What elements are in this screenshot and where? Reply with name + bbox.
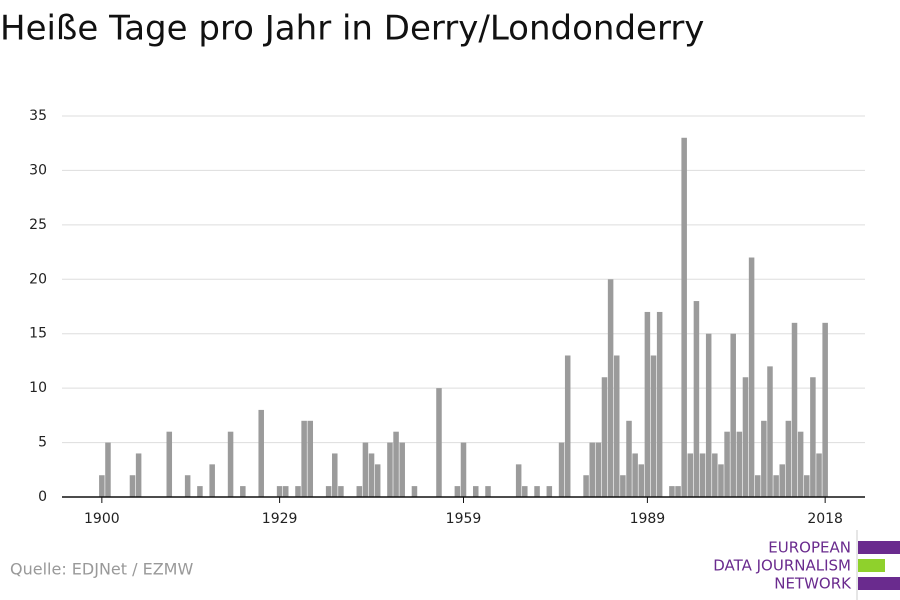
bar (626, 420, 632, 497)
bar (791, 322, 798, 497)
chart-title: Heiße Tage pro Jahr in Derry/Londonderry (0, 9, 704, 49)
bar (675, 486, 681, 497)
x-tick-label: 1959 (446, 511, 482, 527)
bar (632, 453, 638, 497)
bar (276, 486, 283, 497)
bar (613, 355, 620, 497)
bar (393, 431, 399, 497)
bar (325, 486, 332, 497)
bar (620, 475, 626, 497)
bar (736, 431, 743, 497)
bar (135, 453, 142, 497)
bar (595, 442, 602, 497)
logo-bar (858, 559, 885, 572)
logo-bar (858, 577, 900, 590)
bar (99, 475, 105, 497)
bar (693, 301, 700, 497)
bar (724, 431, 730, 497)
bar (705, 333, 712, 497)
y-tick-label: 15 (29, 326, 47, 342)
bar (356, 486, 363, 497)
bar (767, 366, 773, 497)
bar (522, 486, 528, 497)
source: Quelle: EDJNet / EZMW (10, 560, 193, 579)
y-tick-label: 25 (29, 217, 47, 233)
bar (761, 420, 767, 497)
bar (558, 442, 565, 497)
bar (699, 453, 706, 497)
bar (282, 486, 289, 497)
bar (644, 311, 651, 497)
bar (712, 453, 718, 497)
bar (779, 464, 786, 497)
bar (485, 486, 491, 497)
x-tick-label: 2018 (807, 511, 843, 527)
bar (227, 431, 234, 497)
bar (301, 420, 307, 497)
logo-text: NETWORK (774, 575, 852, 593)
bar (436, 388, 442, 497)
bar (399, 442, 405, 497)
bar (773, 475, 779, 497)
logo-text: EUROPEAN (768, 539, 851, 557)
x-tick-label: 1900 (84, 511, 120, 527)
bar (362, 442, 369, 497)
bar (295, 486, 301, 497)
y-tick-label: 0 (38, 489, 47, 505)
bar (754, 475, 761, 497)
bar (534, 486, 540, 497)
x-tick-label: 1929 (262, 511, 298, 527)
bar (473, 486, 479, 497)
bar (810, 377, 816, 497)
bar (129, 475, 136, 497)
bar (822, 322, 828, 497)
bar (184, 475, 191, 497)
y-tick-label: 10 (29, 380, 47, 396)
bar (338, 486, 344, 497)
bar (209, 464, 215, 497)
bar (742, 377, 749, 497)
bar (368, 453, 375, 497)
bar (656, 311, 663, 497)
bar (387, 442, 393, 497)
bar (730, 333, 736, 497)
bar (687, 453, 694, 497)
bar (515, 464, 522, 497)
y-tick-label: 30 (29, 162, 47, 178)
logo-text: DATA JOURNALISM (713, 557, 851, 575)
bar (669, 486, 675, 497)
bar (411, 486, 418, 497)
bar (589, 442, 595, 497)
bar (332, 453, 338, 497)
bar (816, 453, 822, 497)
bar (785, 420, 792, 497)
y-tick-label: 5 (38, 435, 47, 451)
bar (166, 431, 173, 497)
bar (607, 279, 614, 497)
y-tick-label: 20 (29, 271, 47, 287)
bar (454, 486, 461, 497)
bar (748, 257, 755, 497)
bar (638, 464, 645, 497)
bar (564, 355, 571, 497)
bar (804, 475, 810, 497)
bar (240, 486, 246, 497)
bar (718, 464, 724, 497)
bar (650, 355, 657, 497)
bar (601, 377, 608, 497)
x-tick-label: 1989 (630, 511, 666, 527)
bar (197, 486, 203, 497)
bar (374, 464, 381, 497)
bar (546, 486, 553, 497)
bar (681, 137, 687, 497)
y-tick-label: 35 (29, 108, 47, 124)
logo-bar (858, 541, 900, 554)
bar (583, 475, 589, 497)
bar (460, 442, 467, 497)
bar (258, 409, 264, 497)
bar (105, 442, 111, 497)
bar (307, 420, 314, 497)
bar (797, 431, 804, 497)
